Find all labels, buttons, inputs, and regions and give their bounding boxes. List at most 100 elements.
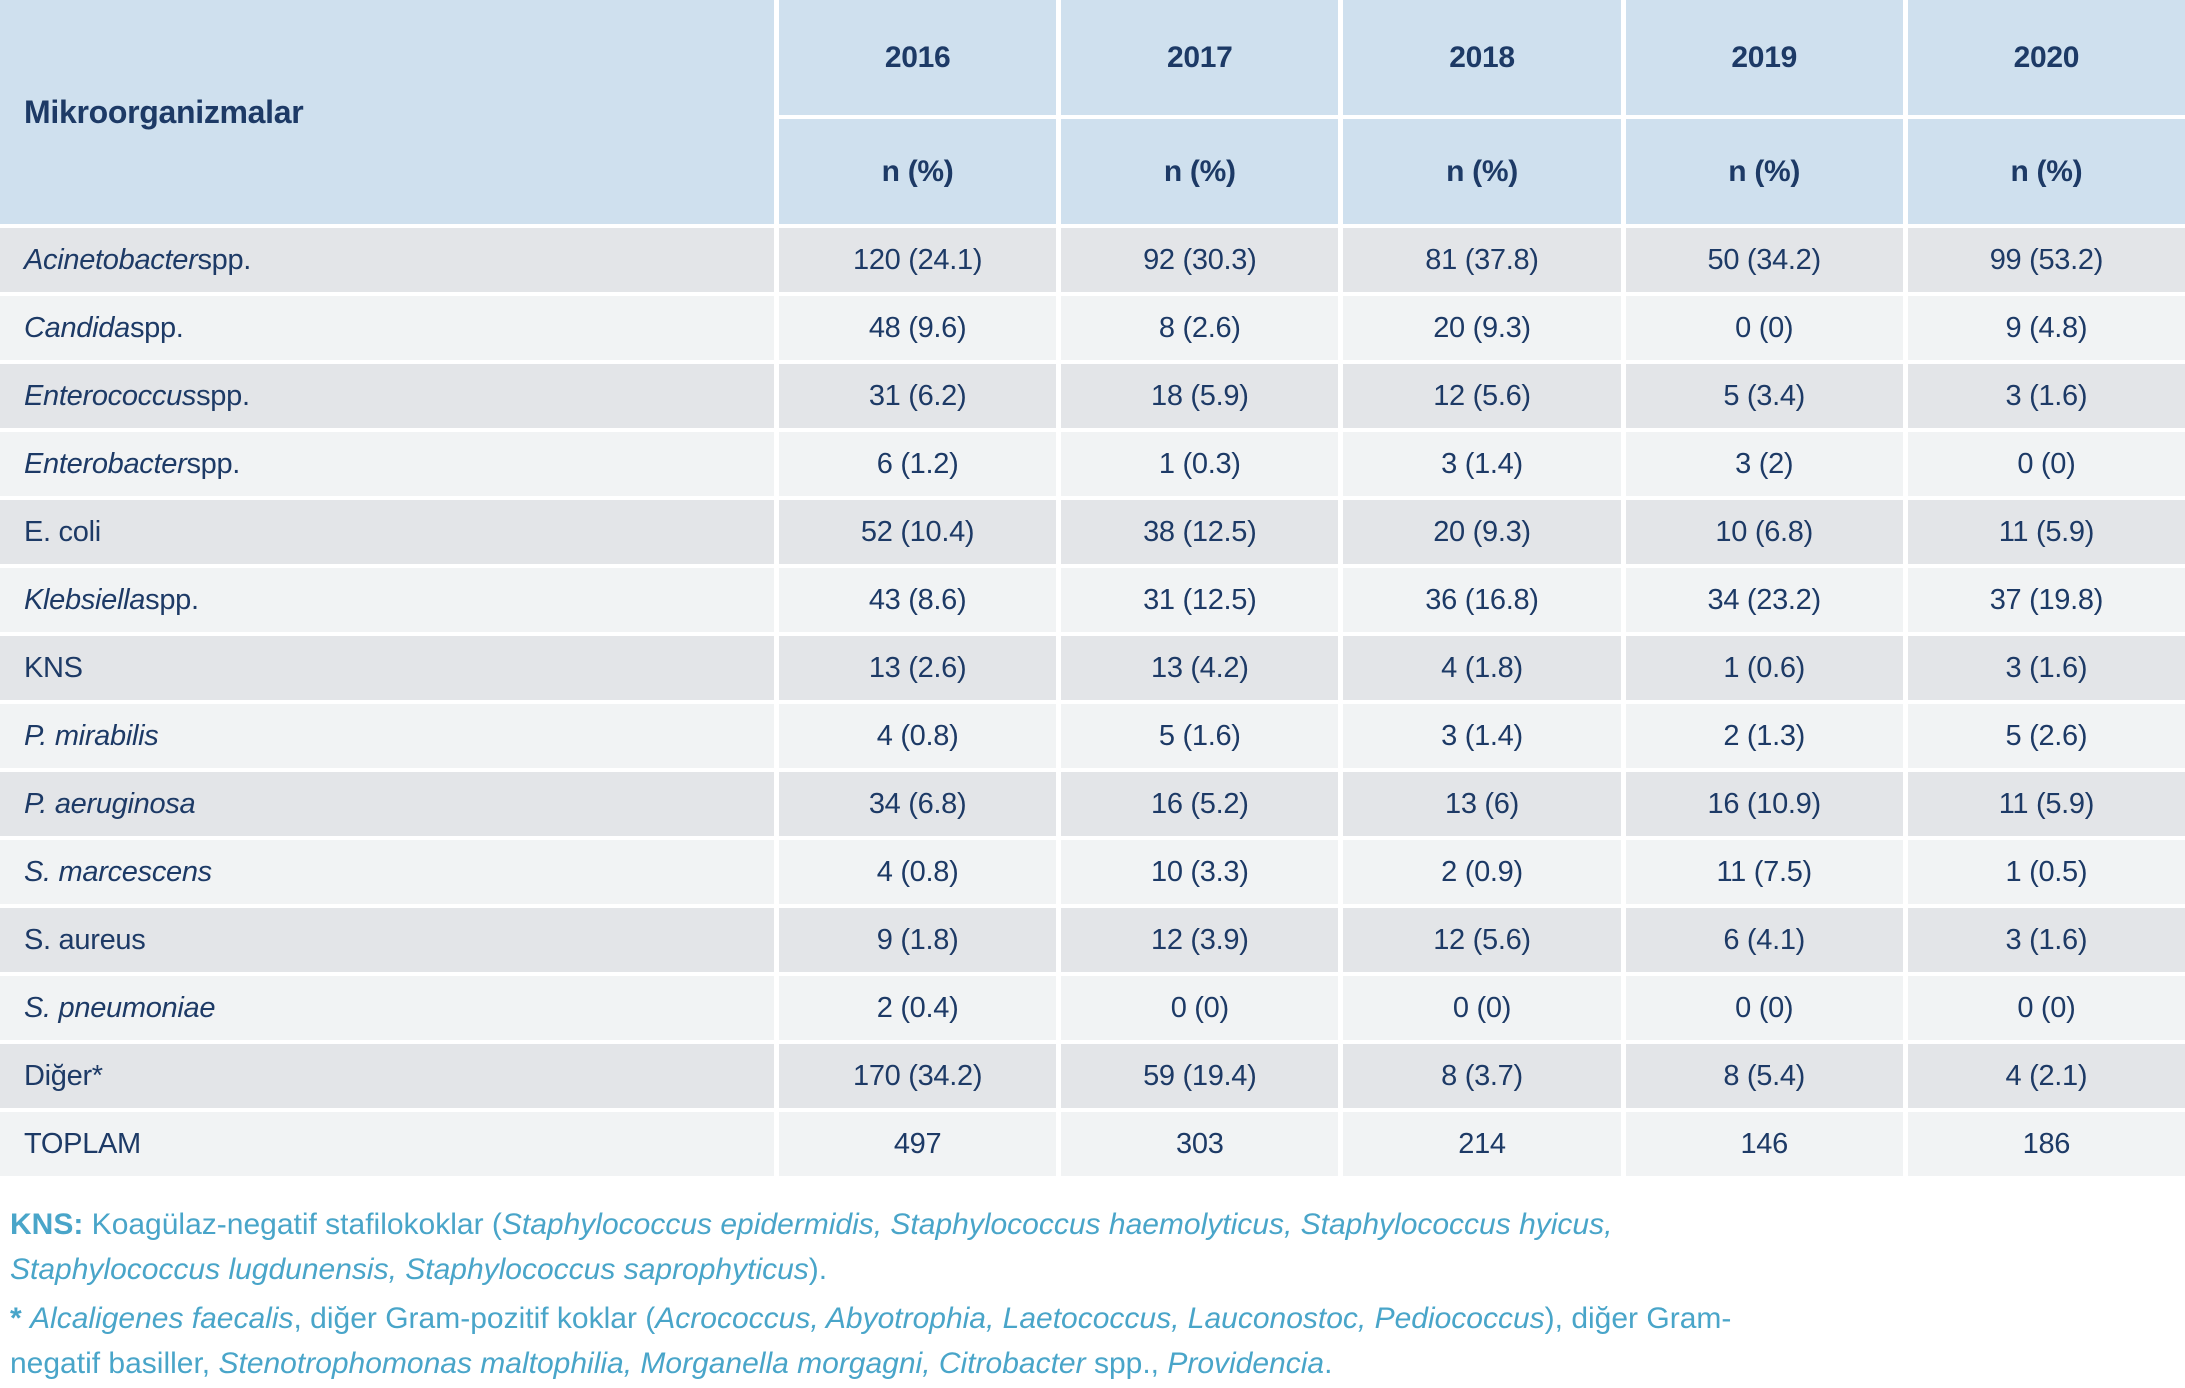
data-cell: 18 (5.9) <box>1061 364 1339 428</box>
data-cell: 1 (0.3) <box>1061 432 1339 496</box>
data-cell: 31 (6.2) <box>779 364 1057 428</box>
organism-name-regular: spp. <box>145 583 199 616</box>
data-cell: 8 (3.7) <box>1343 1044 1621 1108</box>
data-cell: 1 (0.5) <box>1907 840 2185 904</box>
data-cell: 11 (7.5) <box>1625 840 1903 904</box>
data-cell: 8 (2.6) <box>1061 296 1339 360</box>
row-label: E. coli <box>0 500 774 564</box>
column-subheader-n-pct-2019: n (%) <box>1625 119 1903 224</box>
footnote-text-run: Alcaligenes faecalis <box>30 1302 294 1335</box>
organism-name-italic: Acinetobacter <box>24 243 198 276</box>
data-cell: 303 <box>1061 1112 1339 1176</box>
organism-name-italic: S. pneumoniae <box>24 991 216 1024</box>
organism-name-regular: spp. <box>196 379 250 412</box>
data-cell: 13 (2.6) <box>779 636 1057 700</box>
data-cell: 9 (1.8) <box>779 908 1057 972</box>
data-cell: 4 (1.8) <box>1343 636 1621 700</box>
organism-name-italic: Klebsiella <box>24 583 146 616</box>
column-header-2020: 2020 <box>1907 0 2185 115</box>
organism-name-italic: P. mirabilis <box>24 719 159 752</box>
organism-name-regular: S. aureus <box>24 923 146 956</box>
organism-name-regular: spp. <box>129 311 184 344</box>
footnote-text-run: spp., <box>1085 1347 1168 1380</box>
organism-name-italic: S. marcescens <box>24 855 212 888</box>
footnote-text-run: Providencia <box>1167 1347 1325 1380</box>
data-cell: 146 <box>1625 1112 1903 1176</box>
data-cell: 0 (0) <box>1907 432 2185 496</box>
footnotes: KNS: Koagülaz-negatif stafilokoklar (Sta… <box>10 1202 1790 1386</box>
row-label: S. marcescens <box>0 840 774 904</box>
data-cell: 3 (1.4) <box>1343 704 1621 768</box>
organism-name-italic: Enterobacter <box>24 447 187 480</box>
data-cell: 50 (34.2) <box>1625 228 1903 292</box>
data-cell: 99 (53.2) <box>1907 228 2185 292</box>
row-label: KNS <box>0 636 774 700</box>
organism-name-regular: Diğer* <box>24 1059 103 1092</box>
organism-name-regular: TOPLAM <box>24 1127 141 1160</box>
data-cell: 92 (30.3) <box>1061 228 1339 292</box>
row-label: TOPLAM <box>0 1112 774 1176</box>
data-cell: 6 (4.1) <box>1625 908 1903 972</box>
data-cell: 12 (5.6) <box>1343 908 1621 972</box>
row-label: P. mirabilis <box>0 704 774 768</box>
row-label: P. aeruginosa <box>0 772 774 836</box>
data-cell: 12 (3.9) <box>1061 908 1339 972</box>
column-header-2016: 2016 <box>779 0 1057 115</box>
column-header-2018: 2018 <box>1343 0 1621 115</box>
organism-name-regular: KNS <box>24 651 83 684</box>
row-label: Klebsiella spp. <box>0 568 774 632</box>
data-cell: 9 (4.8) <box>1907 296 2185 360</box>
footnote-text-run: KNS: <box>10 1208 84 1241</box>
row-label: Candida spp. <box>0 296 774 360</box>
data-cell: 48 (9.6) <box>779 296 1057 360</box>
data-cell: 12 (5.6) <box>1343 364 1621 428</box>
data-cell: 2 (0.4) <box>779 976 1057 1040</box>
data-cell: 2 (1.3) <box>1625 704 1903 768</box>
footnote-text-run: . <box>1324 1347 1333 1380</box>
footnote-text-run: * <box>10 1302 31 1335</box>
data-cell: 4 (0.8) <box>779 704 1057 768</box>
data-cell: 16 (10.9) <box>1625 772 1903 836</box>
column-subheader-n-pct-2018: n (%) <box>1343 119 1621 224</box>
column-subheader-n-pct-2016: n (%) <box>779 119 1057 224</box>
data-cell: 0 (0) <box>1907 976 2185 1040</box>
row-label: Enterobacter spp. <box>0 432 774 496</box>
footnote-text-run: Acrococcus, Abyotrophia, Laetococcus, La… <box>655 1302 1545 1335</box>
organism-name-regular: spp. <box>197 243 252 276</box>
organism-name-regular: spp. <box>186 447 241 480</box>
data-cell: 497 <box>779 1112 1057 1176</box>
microorganisms-by-year-table: Mikroorganizmalar 2016 2017 2018 2019 2020 n (… <box>0 0 2185 1176</box>
data-cell: 43 (8.6) <box>779 568 1057 632</box>
data-cell: 16 (5.2) <box>1061 772 1339 836</box>
data-cell: 6 (1.2) <box>779 432 1057 496</box>
column-subheader-n-pct-2017: n (%) <box>1061 119 1339 224</box>
footnote-text-run: Staphylococcus epidermidis, Staphylococc… <box>10 1208 1613 1286</box>
data-cell: 0 (0) <box>1625 976 1903 1040</box>
column-header-2017: 2017 <box>1061 0 1339 115</box>
data-cell: 2 (0.9) <box>1343 840 1621 904</box>
data-cell: 34 (23.2) <box>1625 568 1903 632</box>
data-cell: 38 (12.5) <box>1061 500 1339 564</box>
row-label: Acinetobacter spp. <box>0 228 774 292</box>
data-cell: 0 (0) <box>1625 296 1903 360</box>
organism-name-regular: E. coli <box>24 515 101 548</box>
data-cell: 36 (16.8) <box>1343 568 1621 632</box>
data-cell: 4 (2.1) <box>1907 1044 2185 1108</box>
data-cell: 5 (1.6) <box>1061 704 1339 768</box>
organism-name-italic: Candida <box>24 311 130 344</box>
data-cell: 37 (19.8) <box>1907 568 2185 632</box>
column-header-2019: 2019 <box>1625 0 1903 115</box>
data-cell: 120 (24.1) <box>779 228 1057 292</box>
footnote-text-run: ), diğer Gram-negatif basiller, <box>10 1302 1732 1380</box>
data-cell: 8 (5.4) <box>1625 1044 1903 1108</box>
row-label: S. pneumoniae <box>0 976 774 1040</box>
data-cell: 20 (9.3) <box>1343 500 1621 564</box>
row-label: S. aureus <box>0 908 774 972</box>
footnote-kns: KNS: Koagülaz-negatif stafilokoklar (Sta… <box>10 1202 1790 1292</box>
data-cell: 3 (1.4) <box>1343 432 1621 496</box>
organism-name-italic: P. aeruginosa <box>24 787 196 820</box>
data-cell: 1 (0.6) <box>1625 636 1903 700</box>
data-cell: 59 (19.4) <box>1061 1044 1339 1108</box>
data-cell: 20 (9.3) <box>1343 296 1621 360</box>
data-cell: 11 (5.9) <box>1907 500 2185 564</box>
